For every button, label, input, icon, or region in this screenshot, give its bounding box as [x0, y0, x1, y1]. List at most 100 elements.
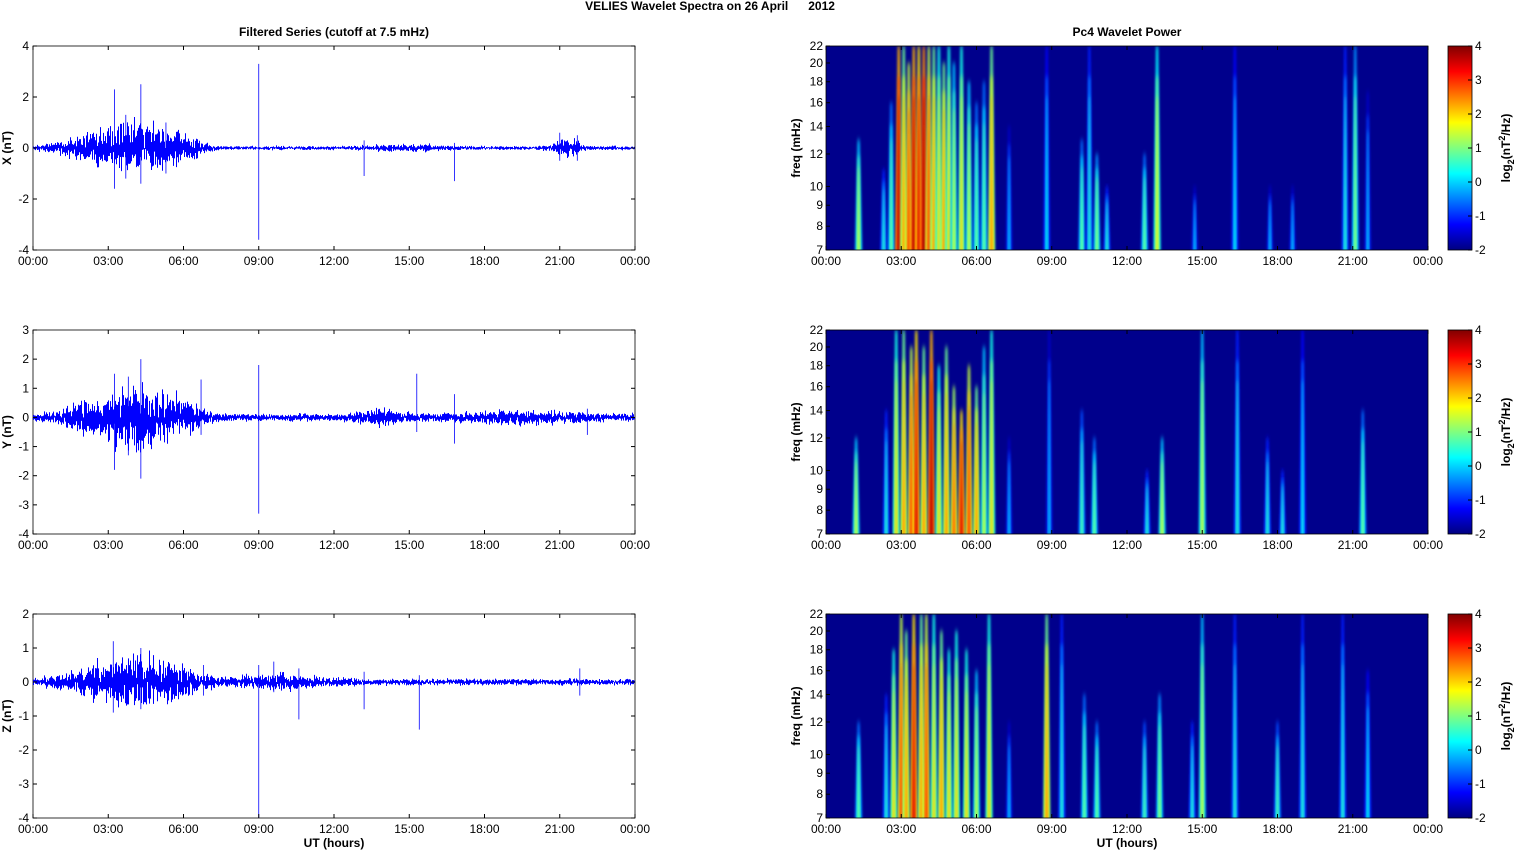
- wavelet-burst: [1281, 486, 1284, 534]
- right-xtick-label: 21:00: [1338, 822, 1368, 836]
- freq-tick-label: 22: [810, 607, 824, 621]
- wavelet-burst: [990, 381, 993, 534]
- colorbar-tick-label: 4: [1475, 607, 1482, 621]
- wavelet-burst: [955, 677, 958, 818]
- wavelet-burst: [1083, 725, 1086, 818]
- left-xtick-label: 18:00: [469, 538, 499, 552]
- wavelet-burst: [912, 665, 915, 818]
- wavelet-burst: [1344, 97, 1347, 250]
- colorbar-tick-label: -1: [1475, 209, 1486, 223]
- freq-label: freq (mHz): [789, 686, 803, 745]
- wavelet-burst: [990, 97, 993, 250]
- ytick-label: -4: [18, 243, 29, 257]
- right-xtick-label: 03:00: [886, 538, 916, 552]
- plot-area: [32, 329, 636, 535]
- colorbar-label-part: /Hz): [1499, 114, 1513, 136]
- ylabel-Y: Y (nT): [0, 415, 14, 449]
- wavelet-burst: [1193, 202, 1196, 250]
- wavelet-burst: [1268, 202, 1272, 250]
- wavelet-burst: [1354, 97, 1357, 250]
- wavelet-burst: [892, 691, 895, 818]
- freq-tick-label: 7: [816, 243, 823, 257]
- wavelet-burst: [975, 707, 978, 818]
- wavelet-burst: [1088, 97, 1091, 250]
- wavelet-burst: [902, 381, 905, 534]
- spectrum-bursts: [855, 46, 1372, 250]
- freq-tick-label: 16: [810, 664, 824, 678]
- freq-tick-label: 10: [810, 747, 824, 761]
- wavelet-burst: [952, 109, 956, 250]
- wavelet-burst: [925, 665, 928, 818]
- wavelet-burst: [910, 393, 913, 534]
- colorbar-tick-label: 0: [1475, 459, 1482, 473]
- wavelet-burst: [1143, 745, 1146, 818]
- series-panel-Z: -4 -3 -2 -1 0 1 2 Z (nT) 00:00 03:00 06:00 09:00 12:…: [0, 607, 650, 836]
- ytick-label: 0: [22, 675, 29, 689]
- left-xtick-label: 12:00: [319, 822, 349, 836]
- wavelet-burst: [1080, 441, 1083, 534]
- left-xtick-label: 03:00: [93, 822, 123, 836]
- wavelet-burst: [937, 407, 940, 534]
- right-xtick-label: 06:00: [961, 822, 991, 836]
- right-xtick-label: 12:00: [1112, 254, 1142, 268]
- wavelet-burst: [1366, 131, 1369, 250]
- wavelet-burst: [922, 97, 925, 250]
- wavelet-burst: [1161, 461, 1164, 534]
- ylabel-Z: Z (nT): [0, 699, 14, 732]
- colorbar-tick-label: 3: [1475, 73, 1482, 87]
- wavelet-burst: [1361, 441, 1364, 534]
- freq-tick-label: 14: [810, 688, 824, 702]
- left-xlabel: UT (hours): [304, 836, 365, 850]
- wavelet-burst: [982, 393, 986, 534]
- ytick-label: 4: [22, 39, 29, 53]
- freq-tick-label: 10: [810, 179, 824, 193]
- wavelet-burst: [922, 393, 925, 534]
- wavelet-burst: [920, 665, 923, 818]
- right-xtick-label: 12:00: [1112, 822, 1142, 836]
- colorbar-tick-label: -1: [1475, 493, 1486, 507]
- freq-tick-label: 22: [810, 323, 824, 337]
- wavelet-burst: [855, 461, 858, 534]
- right-xtick-label: 15:00: [1187, 538, 1217, 552]
- freq-tick-label: 8: [816, 787, 823, 801]
- wavelet-burst: [1008, 461, 1011, 534]
- left-title: Filtered Series (cutoff at 7.5 mHz): [239, 25, 429, 39]
- wavelet-burst: [895, 381, 898, 534]
- right-xtick-label: 03:00: [886, 254, 916, 268]
- left-xtick-label: 00:00: [620, 822, 650, 836]
- wavelet-burst: [967, 123, 971, 250]
- ytick-label: -3: [18, 498, 29, 512]
- ytick-label: -4: [18, 527, 29, 541]
- freq-tick-label: 16: [810, 380, 824, 394]
- colorbar-label-part: (nT: [1499, 708, 1513, 727]
- freq-tick-label: 16: [810, 96, 824, 110]
- freq-tick-label: 18: [810, 359, 824, 373]
- wavelet-burst: [930, 381, 933, 534]
- wavelet-burst: [905, 677, 908, 818]
- right-xtick-label: 15:00: [1187, 822, 1217, 836]
- left-xtick-label: 15:00: [394, 538, 424, 552]
- freq-tick-label: 12: [810, 431, 824, 445]
- colorbar-tick-label: 4: [1475, 323, 1482, 337]
- colorbar-tick-label: 4: [1475, 39, 1482, 53]
- wavelet-burst: [937, 97, 940, 250]
- left-xtick-label: 06:00: [168, 538, 198, 552]
- freq-tick-label: 8: [816, 219, 823, 233]
- left-xtick-label: 06:00: [168, 254, 198, 268]
- wavelet-burst: [1233, 97, 1236, 250]
- wavelet-burst: [975, 423, 978, 534]
- colorbar-tick-label: 3: [1475, 357, 1482, 371]
- wavelet-burst: [942, 109, 945, 250]
- left-xtick-label: 12:00: [319, 538, 349, 552]
- colorbar-label-part: log: [1499, 732, 1513, 750]
- ytick-label: -2: [18, 192, 29, 206]
- wavelet-burst: [890, 139, 893, 250]
- right-xtick-label: 12:00: [1112, 538, 1142, 552]
- right-xtick-label: 18:00: [1262, 538, 1292, 552]
- freq-tick-label: 20: [810, 624, 824, 638]
- wavelet-burst: [987, 665, 991, 818]
- wavelet-burst: [1158, 725, 1161, 818]
